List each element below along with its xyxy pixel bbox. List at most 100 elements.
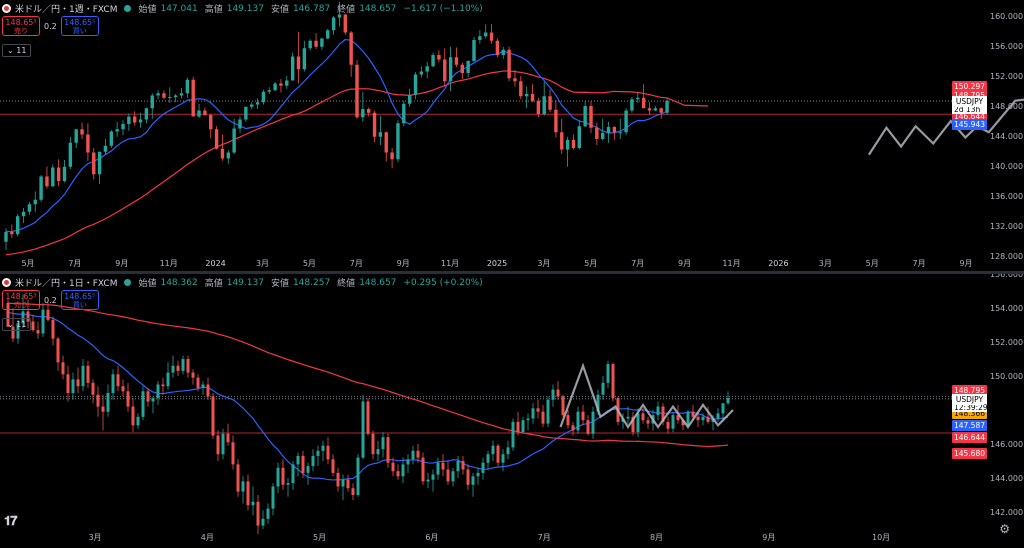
pattern-drawing	[867, 98, 1024, 156]
indicators-toggle[interactable]: ⌄ 11	[2, 318, 32, 331]
daily-chart-canvas[interactable]: 156.000 154.000 152.000 150.000 146.000 144.0…	[0, 274, 1024, 548]
candle	[361, 109, 365, 118]
candle	[630, 99, 634, 111]
high-label: 高値	[204, 5, 223, 15]
candle	[101, 406, 105, 412]
candle	[146, 391, 150, 402]
weekly-chart-canvas[interactable]: 160.000 156.000 152.000 148.000 144.000 140.0…	[0, 0, 1024, 272]
sma-red-line	[7, 302, 729, 448]
candle	[106, 393, 110, 412]
candle	[631, 416, 635, 433]
candle	[356, 457, 360, 495]
candle	[126, 391, 130, 407]
candle	[367, 109, 371, 113]
y-axis-label: 136.000	[990, 192, 1023, 201]
indicators-toggle[interactable]: ⌄ 11	[2, 44, 32, 57]
candle	[411, 450, 415, 460]
settings-gear-icon[interactable]: ⚙	[999, 522, 1010, 536]
candle	[530, 94, 535, 101]
candle	[11, 326, 15, 339]
candle	[10, 232, 14, 235]
candle	[606, 127, 611, 133]
candle	[521, 420, 525, 433]
candle	[696, 416, 700, 421]
pane-separator[interactable]	[0, 271, 1024, 274]
candle	[454, 57, 459, 65]
weekly-chart-pane[interactable]: 160.000 156.000 152.000 148.000 144.000 140.0…	[0, 0, 1024, 272]
candle	[665, 100, 669, 113]
x-axis-label: 11月	[722, 259, 740, 268]
indicator-count: 11	[16, 320, 27, 329]
symbol-title[interactable]: 米ドル／円・1日・FXCM	[15, 279, 118, 289]
candle	[471, 476, 475, 485]
y-axis-label: 140.000	[990, 162, 1023, 171]
x-axis-label: 2025	[487, 259, 507, 268]
candle	[601, 133, 605, 139]
y-axis-label: 144.000	[990, 132, 1023, 141]
candle	[726, 398, 730, 404]
high-value: 149.137	[226, 3, 264, 14]
candle	[589, 106, 593, 128]
candle	[416, 450, 420, 458]
candle	[244, 106, 248, 120]
sell-button[interactable]: 148.65³ 売り	[2, 16, 40, 36]
symbol-tag[interactable]: USDJPY	[954, 393, 985, 405]
symbol-title[interactable]: 米ドル／円・1週・FXCM	[15, 5, 118, 15]
candle	[666, 421, 670, 429]
price-tag: 147.587	[952, 419, 987, 431]
candle	[583, 106, 587, 127]
candle	[161, 384, 165, 387]
candle	[214, 129, 219, 149]
spread-value: 0.2	[44, 21, 57, 31]
daily-chart-pane[interactable]: 156.000 154.000 152.000 150.000 146.000 144.0…	[0, 274, 1024, 548]
tradingview-logo-icon[interactable]: 𝟏𝟕	[4, 514, 18, 529]
candle	[296, 56, 301, 70]
y-axis-label: 142.000	[990, 508, 1023, 517]
candle	[320, 38, 324, 47]
candle	[561, 396, 565, 416]
candle	[341, 479, 345, 487]
sell-button[interactable]: 148.65³ 売り	[2, 290, 40, 310]
candle	[611, 364, 615, 399]
candle	[76, 379, 80, 387]
candle	[524, 94, 529, 97]
candle	[176, 365, 180, 371]
candle	[701, 416, 705, 421]
candle	[186, 359, 190, 373]
x-axis-label: 4月	[201, 533, 214, 542]
candle	[51, 319, 55, 339]
candle	[691, 411, 695, 417]
candle	[446, 469, 450, 482]
buy-button[interactable]: 148.65⁵ 買い	[60, 16, 99, 36]
candle	[185, 79, 190, 94]
candle	[402, 103, 406, 124]
candle	[326, 30, 330, 39]
close-label: 終値	[337, 279, 356, 289]
symbol-tag[interactable]: USDJPY	[954, 96, 985, 108]
x-axis-label: 7月	[350, 259, 363, 268]
candle	[542, 96, 546, 115]
candle	[641, 413, 645, 421]
candle	[302, 48, 307, 70]
candle	[111, 374, 115, 393]
candle	[206, 384, 210, 397]
candle	[61, 362, 65, 375]
candle	[144, 108, 149, 120]
x-axis-label: 8月	[650, 533, 663, 542]
candle	[484, 32, 488, 37]
buy-button[interactable]: 148.65⁵ 買い	[60, 290, 99, 310]
candle	[586, 420, 590, 434]
y-axis-label: 154.000	[990, 304, 1023, 313]
candle	[546, 399, 550, 424]
candle	[659, 108, 663, 113]
candle	[406, 459, 410, 465]
candle	[541, 411, 545, 424]
flag-icon	[2, 278, 11, 287]
y-axis-label: 156.000	[990, 42, 1023, 51]
candle	[285, 80, 289, 86]
candle	[250, 104, 254, 107]
candle	[103, 145, 108, 152]
low-value: 148.257	[292, 277, 331, 288]
candle	[646, 420, 650, 424]
candle	[461, 461, 465, 470]
